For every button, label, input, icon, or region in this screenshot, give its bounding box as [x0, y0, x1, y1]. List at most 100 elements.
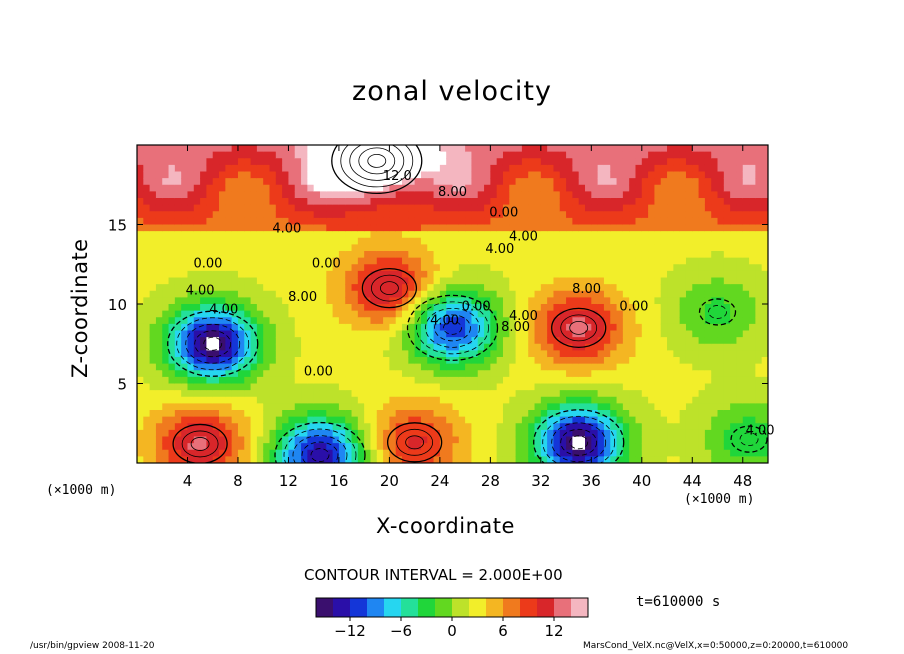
field-cell [294, 145, 302, 153]
field-cell [414, 363, 422, 371]
field-cell [698, 184, 706, 192]
field-cell [502, 158, 510, 166]
field-cell [515, 350, 523, 358]
field-cell [383, 171, 390, 179]
field-cell [559, 416, 567, 424]
field-cell [420, 284, 428, 292]
field-cell [553, 224, 561, 232]
field-cell [711, 264, 719, 272]
colorbar-swatch [418, 598, 436, 617]
field-cell [502, 343, 510, 351]
field-cell [484, 436, 491, 444]
field-cell [572, 191, 580, 199]
field-cell [730, 224, 738, 232]
field-cell [465, 396, 473, 404]
field-cell [755, 429, 763, 438]
contour-label: 4.00 [485, 242, 514, 257]
field-cell [755, 343, 763, 351]
field-cell [540, 436, 548, 444]
field-cell [692, 343, 700, 351]
field-cell [395, 217, 403, 226]
field-cell [408, 429, 416, 438]
field-cell [660, 191, 668, 199]
field-cell [420, 224, 428, 232]
field-cell [357, 145, 365, 153]
field-cell [692, 416, 700, 424]
field-cell [433, 443, 441, 451]
field-cell [212, 317, 220, 325]
field-cell [326, 231, 334, 239]
field-cell [212, 436, 220, 444]
field-cell [679, 257, 687, 265]
field-cell [244, 317, 252, 325]
field-cell [585, 370, 592, 378]
field-cell [269, 370, 277, 378]
field-cell [509, 449, 517, 457]
field-cell [212, 443, 220, 451]
field-cell [301, 390, 308, 398]
field-cell [181, 184, 189, 192]
field-cell [137, 370, 144, 378]
field-cell [351, 211, 359, 219]
field-cell [433, 217, 441, 226]
field-cell [319, 171, 327, 179]
field-cell [704, 390, 712, 398]
field-cell [667, 164, 674, 173]
field-cell [622, 304, 630, 312]
field-cell [395, 284, 403, 292]
field-cell [345, 264, 353, 272]
field-cell [591, 151, 599, 159]
field-cell [648, 297, 656, 305]
field-cell [698, 211, 706, 219]
field-cell [566, 198, 573, 206]
field-cell [225, 290, 233, 298]
field-cell [162, 310, 170, 318]
field-cell [610, 178, 618, 186]
field-cell [212, 178, 220, 186]
field-cell [181, 158, 189, 166]
field-cell [566, 317, 573, 325]
field-cell [244, 191, 252, 199]
field-cell [256, 290, 264, 298]
field-cell [679, 171, 687, 179]
field-cell [181, 251, 189, 259]
field-cell [427, 376, 435, 385]
field-cell [193, 231, 201, 239]
field-cell [149, 224, 157, 232]
field-cell [458, 337, 466, 345]
field-cell [534, 264, 542, 272]
field-cell [723, 237, 731, 245]
field-cell [717, 396, 725, 404]
field-cell [307, 217, 315, 226]
field-cell [370, 317, 378, 325]
field-cell [528, 337, 536, 345]
field-cell [256, 204, 264, 212]
field-cell [730, 449, 738, 457]
field-cell [616, 178, 624, 186]
field-cell [540, 191, 548, 199]
field-cell [420, 396, 428, 404]
field-cell [137, 456, 144, 463]
field-cell [275, 323, 283, 332]
field-cell [635, 231, 643, 239]
field-cell [364, 323, 372, 332]
field-cell [137, 244, 144, 252]
field-cell [301, 145, 308, 153]
field-cell [515, 304, 523, 312]
colorbar-swatch [350, 598, 368, 617]
field-cell [629, 257, 637, 265]
field-cell [629, 184, 637, 192]
field-cell [534, 237, 542, 245]
field-cell [540, 416, 548, 424]
field-cell [427, 171, 435, 179]
field-cell [193, 277, 201, 285]
field-cell [294, 171, 302, 179]
field-cell [698, 277, 706, 285]
field-cell [679, 264, 687, 272]
field-cell [326, 211, 334, 219]
field-cell [547, 330, 555, 338]
field-cell [364, 244, 372, 252]
field-cell [534, 383, 542, 391]
field-cell [149, 410, 157, 418]
field-cell [326, 158, 334, 166]
